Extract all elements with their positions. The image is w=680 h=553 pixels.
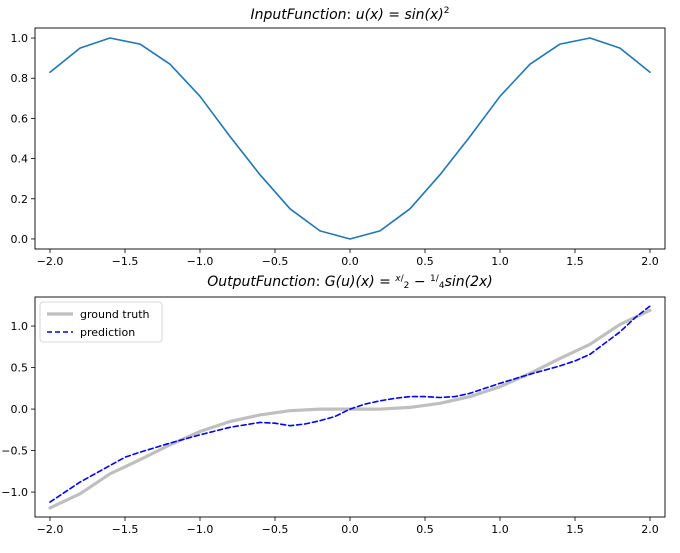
input-series-line	[49, 37, 651, 240]
x-tick-label: 1.0	[491, 255, 509, 268]
legend-box	[39, 301, 163, 343]
title-minus: −	[409, 274, 430, 290]
legend: ground truth prediction	[39, 301, 163, 343]
y-tick-label: 0.2	[11, 193, 29, 206]
title-eq: =	[384, 7, 405, 23]
y-tick-label: 0.6	[11, 112, 29, 125]
title-frac2-num: 1	[430, 274, 436, 284]
axes-frame	[34, 27, 666, 250]
chart-title-output: OutputFunction: G(u)(x) = x/2 − 1/4sin(2…	[207, 274, 493, 291]
title-main: OutputFunction	[207, 274, 315, 290]
x-tick-label: −1.5	[112, 255, 139, 268]
title-frac2-den: 4	[439, 281, 445, 291]
prediction-series-line	[49, 305, 651, 503]
title-frac1-den: 2	[404, 281, 410, 291]
x-tick-label: −1.5	[112, 523, 139, 536]
title-sep: :	[316, 274, 325, 290]
title-main: InputFunction	[251, 7, 347, 23]
y-tick-label: 0.8	[11, 72, 29, 85]
x-tick-label: 0.0	[341, 255, 359, 268]
y-tick-label: −1.0	[1, 486, 28, 499]
x-tick-label: −0.5	[262, 523, 289, 536]
y-tick-label: 0.0	[11, 233, 29, 246]
plot-area-output: −2.0 −1.5 −1.0 −0.5 0.0 0.5 1.0 1.5 2.0 −1.0 −0.5 0…	[1, 296, 666, 536]
y-tick-label: 0.5	[11, 362, 29, 375]
output-function-chart: OutputFunction: G(u)(x) = x/2 − 1/4sin(2…	[1, 274, 666, 536]
plot-area-input: −2.0 −1.5 −1.0 −0.5 0.0 0.5 1.0 1.5 2.0 0.0 0.2 0.4…	[11, 27, 666, 268]
title-eq: =	[375, 274, 396, 290]
x-tick-label: 1.5	[566, 255, 584, 268]
x-tick-label: 0.0	[341, 523, 359, 536]
input-function-chart: InputFunction: u(x) = sin(x)2 −2.0 −1.5 −1…	[11, 6, 666, 268]
legend-label: prediction	[80, 326, 135, 339]
x-tick-label: −1.0	[187, 255, 214, 268]
title-tail: sin(2x)	[445, 274, 493, 290]
title-frac1-num: x	[394, 274, 401, 284]
x-tick-label: 0.5	[416, 255, 434, 268]
title-sep: :	[347, 7, 356, 23]
x-tick-label: −1.0	[187, 523, 214, 536]
y-tick-label: 1.0	[11, 320, 29, 333]
title-rhs: sin(x)	[404, 7, 443, 23]
title-lhs: u(x)	[356, 7, 384, 23]
x-tick-label: 2.0	[641, 523, 659, 536]
x-tick-label: −0.5	[262, 255, 289, 268]
chart-title-input: InputFunction: u(x) = sin(x)2	[251, 6, 450, 23]
title-lhs: G(u)(x)	[325, 274, 375, 290]
y-tick-label: 0.4	[11, 153, 29, 166]
x-tick-label: −2.0	[37, 523, 64, 536]
y-tick-label: 0.0	[11, 403, 29, 416]
x-tick-label: 2.0	[641, 255, 659, 268]
title-frac1-bar: /	[401, 274, 405, 284]
x-tick-label: −2.0	[37, 255, 64, 268]
x-tick-label: 1.5	[566, 523, 584, 536]
x-tick-label: 0.5	[416, 523, 434, 536]
y-tick-label: 1.0	[11, 32, 29, 45]
x-tick-label: 1.0	[491, 523, 509, 536]
title-frac2-bar: /	[436, 274, 440, 284]
title-sup: 2	[444, 6, 450, 16]
y-tick-label: −0.5	[1, 445, 28, 458]
legend-label: ground truth	[80, 308, 150, 321]
